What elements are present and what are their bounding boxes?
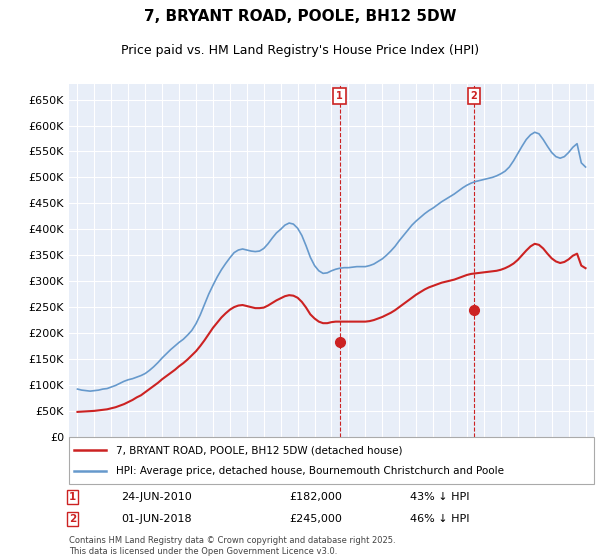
Text: 1: 1 bbox=[336, 91, 343, 101]
Text: 46% ↓ HPI: 46% ↓ HPI bbox=[410, 515, 470, 524]
Text: 7, BRYANT ROAD, POOLE, BH12 5DW: 7, BRYANT ROAD, POOLE, BH12 5DW bbox=[144, 10, 456, 24]
Text: 24-JUN-2010: 24-JUN-2010 bbox=[121, 492, 192, 502]
Text: 2: 2 bbox=[69, 515, 76, 524]
Text: HPI: Average price, detached house, Bournemouth Christchurch and Poole: HPI: Average price, detached house, Bour… bbox=[116, 466, 504, 476]
Text: £182,000: £182,000 bbox=[290, 492, 343, 502]
Text: Price paid vs. HM Land Registry's House Price Index (HPI): Price paid vs. HM Land Registry's House … bbox=[121, 44, 479, 57]
Text: 1: 1 bbox=[69, 492, 76, 502]
Text: 2: 2 bbox=[471, 91, 478, 101]
Text: 01-JUN-2018: 01-JUN-2018 bbox=[121, 515, 192, 524]
Text: 7, BRYANT ROAD, POOLE, BH12 5DW (detached house): 7, BRYANT ROAD, POOLE, BH12 5DW (detache… bbox=[116, 445, 403, 455]
Text: Contains HM Land Registry data © Crown copyright and database right 2025.
This d: Contains HM Land Registry data © Crown c… bbox=[69, 536, 395, 556]
Text: 43% ↓ HPI: 43% ↓ HPI bbox=[410, 492, 470, 502]
FancyBboxPatch shape bbox=[69, 437, 594, 484]
Text: £245,000: £245,000 bbox=[290, 515, 343, 524]
